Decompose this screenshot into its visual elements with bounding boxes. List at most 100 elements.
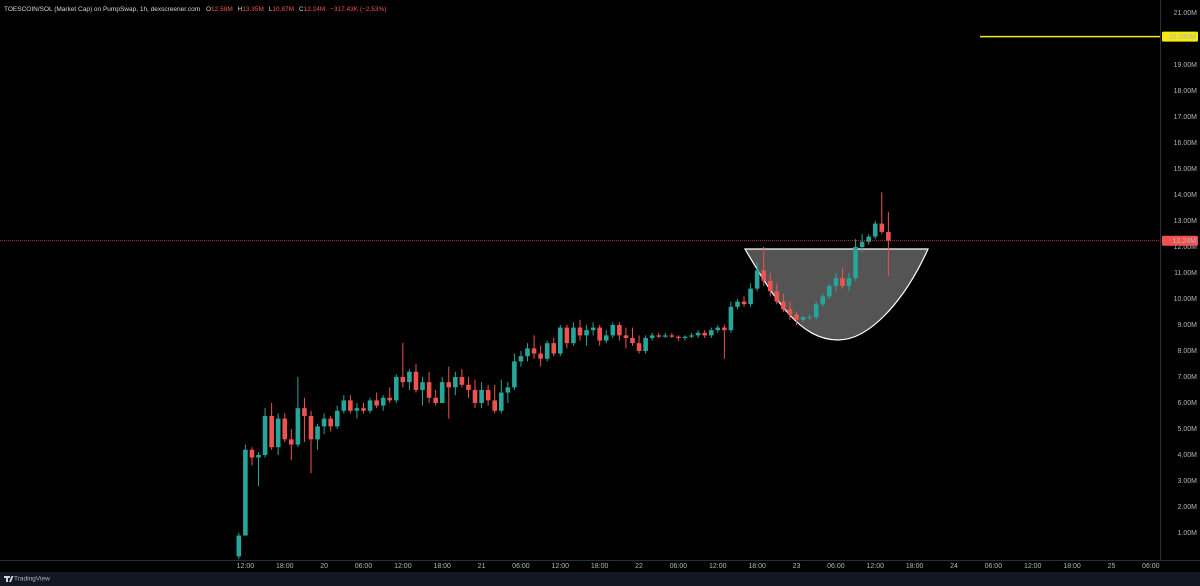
y-tick-label: 16.00M	[1174, 140, 1198, 147]
candle-body	[695, 332, 701, 336]
y-tick-label: 19.00M	[1174, 62, 1198, 69]
candle-body	[446, 382, 452, 388]
candle-body	[630, 337, 635, 344]
tradingview-logo	[4, 576, 14, 582]
candle-body	[341, 400, 347, 411]
candle-body	[722, 327, 727, 331]
candle-body	[479, 389, 484, 403]
candle-body	[413, 371, 419, 390]
symbol-title: TOESCOIN/SOL (Market Cap) on PumpSwap, 1…	[4, 6, 200, 13]
y-tick-label: 2.00M	[1178, 504, 1198, 511]
candle-body	[492, 400, 498, 411]
x-tick-label: 06:00	[827, 563, 845, 570]
candle-body	[623, 335, 629, 338]
x-tick-label: 20	[320, 563, 328, 570]
legend-key: L	[269, 6, 273, 13]
candle-body	[787, 309, 793, 315]
candle-body	[597, 327, 602, 341]
candle-body	[275, 418, 281, 448]
x-tick-label: 06:00	[670, 563, 688, 570]
candle-body	[433, 397, 438, 403]
candle-body	[682, 336, 688, 338]
candle-body	[289, 439, 294, 445]
candle-body	[807, 317, 812, 319]
candle-body	[781, 301, 786, 310]
x-tick-label: 18:00	[276, 563, 294, 570]
y-tick-label: 14.00M	[1174, 192, 1198, 199]
change: −317.43K (−2.53%)	[330, 6, 386, 13]
x-tick-label: 12:00	[552, 563, 570, 570]
candle-body	[741, 301, 747, 305]
candle-body	[459, 376, 465, 385]
candle-body	[531, 348, 537, 354]
x-tick-label: 12:00	[237, 563, 255, 570]
y-tick-label: 21.00M	[1174, 10, 1198, 17]
candle-body	[249, 449, 255, 458]
candle-body	[334, 410, 340, 427]
candle-body	[538, 353, 543, 359]
candle-body	[584, 330, 589, 336]
candle-body	[728, 306, 734, 331]
candle-body	[761, 270, 767, 281]
x-tick-label: 18:00	[1063, 563, 1081, 570]
candle-body	[827, 285, 832, 297]
candle-body	[393, 376, 399, 401]
x-tick-label: 06:00	[512, 563, 530, 570]
y-tick-label: 15.00M	[1174, 166, 1198, 173]
legend-key: O	[206, 6, 211, 13]
y-tick-label: 18.00M	[1174, 88, 1198, 95]
x-tick-label: 06:00	[1142, 563, 1160, 570]
candle-body	[676, 336, 681, 338]
candle-body	[794, 314, 799, 320]
candle-body	[859, 241, 865, 247]
candle-body	[505, 387, 511, 393]
candle-body	[571, 327, 576, 344]
candle-body	[374, 400, 379, 406]
x-tick-label: 12:00	[1024, 563, 1042, 570]
candle-body	[269, 415, 274, 448]
candle-body	[466, 384, 471, 390]
candle-body	[603, 335, 609, 341]
candle-body	[669, 335, 675, 337]
candle-body	[886, 231, 891, 241]
y-tick-label: 8.00M	[1178, 348, 1198, 355]
y-tick-label: 13.00M	[1174, 218, 1198, 225]
y-tick-label: 4.00M	[1178, 452, 1198, 459]
y-tick-label: 9.00M	[1178, 322, 1198, 329]
candle-body	[256, 454, 261, 458]
candle-body	[262, 415, 268, 455]
candle-body	[708, 330, 714, 336]
y-tick-label: 12.00M	[1174, 244, 1198, 251]
candle-body	[302, 408, 307, 416]
candle-body	[820, 296, 826, 305]
x-tick-label: 18:00	[433, 563, 451, 570]
candle-body	[380, 397, 386, 406]
y-tick-label: 5.00M	[1178, 426, 1198, 433]
candle-body	[702, 332, 707, 336]
y-tick-label: 17.00M	[1174, 114, 1198, 121]
y-tick-label: 3.00M	[1178, 478, 1198, 485]
header: TOESCOIN/SOL (Market Cap) on PumpSwap, 1…	[4, 6, 386, 13]
x-tick-label: 12:00	[394, 563, 412, 570]
legend-key: C	[299, 6, 304, 13]
candle-body	[367, 400, 373, 411]
x-tick-label: 12:00	[709, 563, 727, 570]
candle-body	[643, 337, 648, 351]
candle-body	[453, 376, 458, 388]
legend-value: 12.58M	[211, 6, 233, 13]
candle-body	[564, 327, 570, 344]
candle-body	[348, 400, 353, 411]
y-tick-label: 1.00M	[1178, 530, 1198, 537]
candle-body	[689, 335, 694, 337]
y-tick-label: 6.00M	[1178, 400, 1198, 407]
candle-body	[518, 356, 524, 362]
candle-body	[840, 278, 845, 286]
y-tick-label: 11.00M	[1174, 270, 1197, 277]
candle-body	[426, 382, 432, 398]
candle-body	[387, 397, 393, 401]
candle-body	[872, 223, 878, 237]
candle-body	[610, 324, 616, 336]
candle-body	[544, 343, 550, 359]
